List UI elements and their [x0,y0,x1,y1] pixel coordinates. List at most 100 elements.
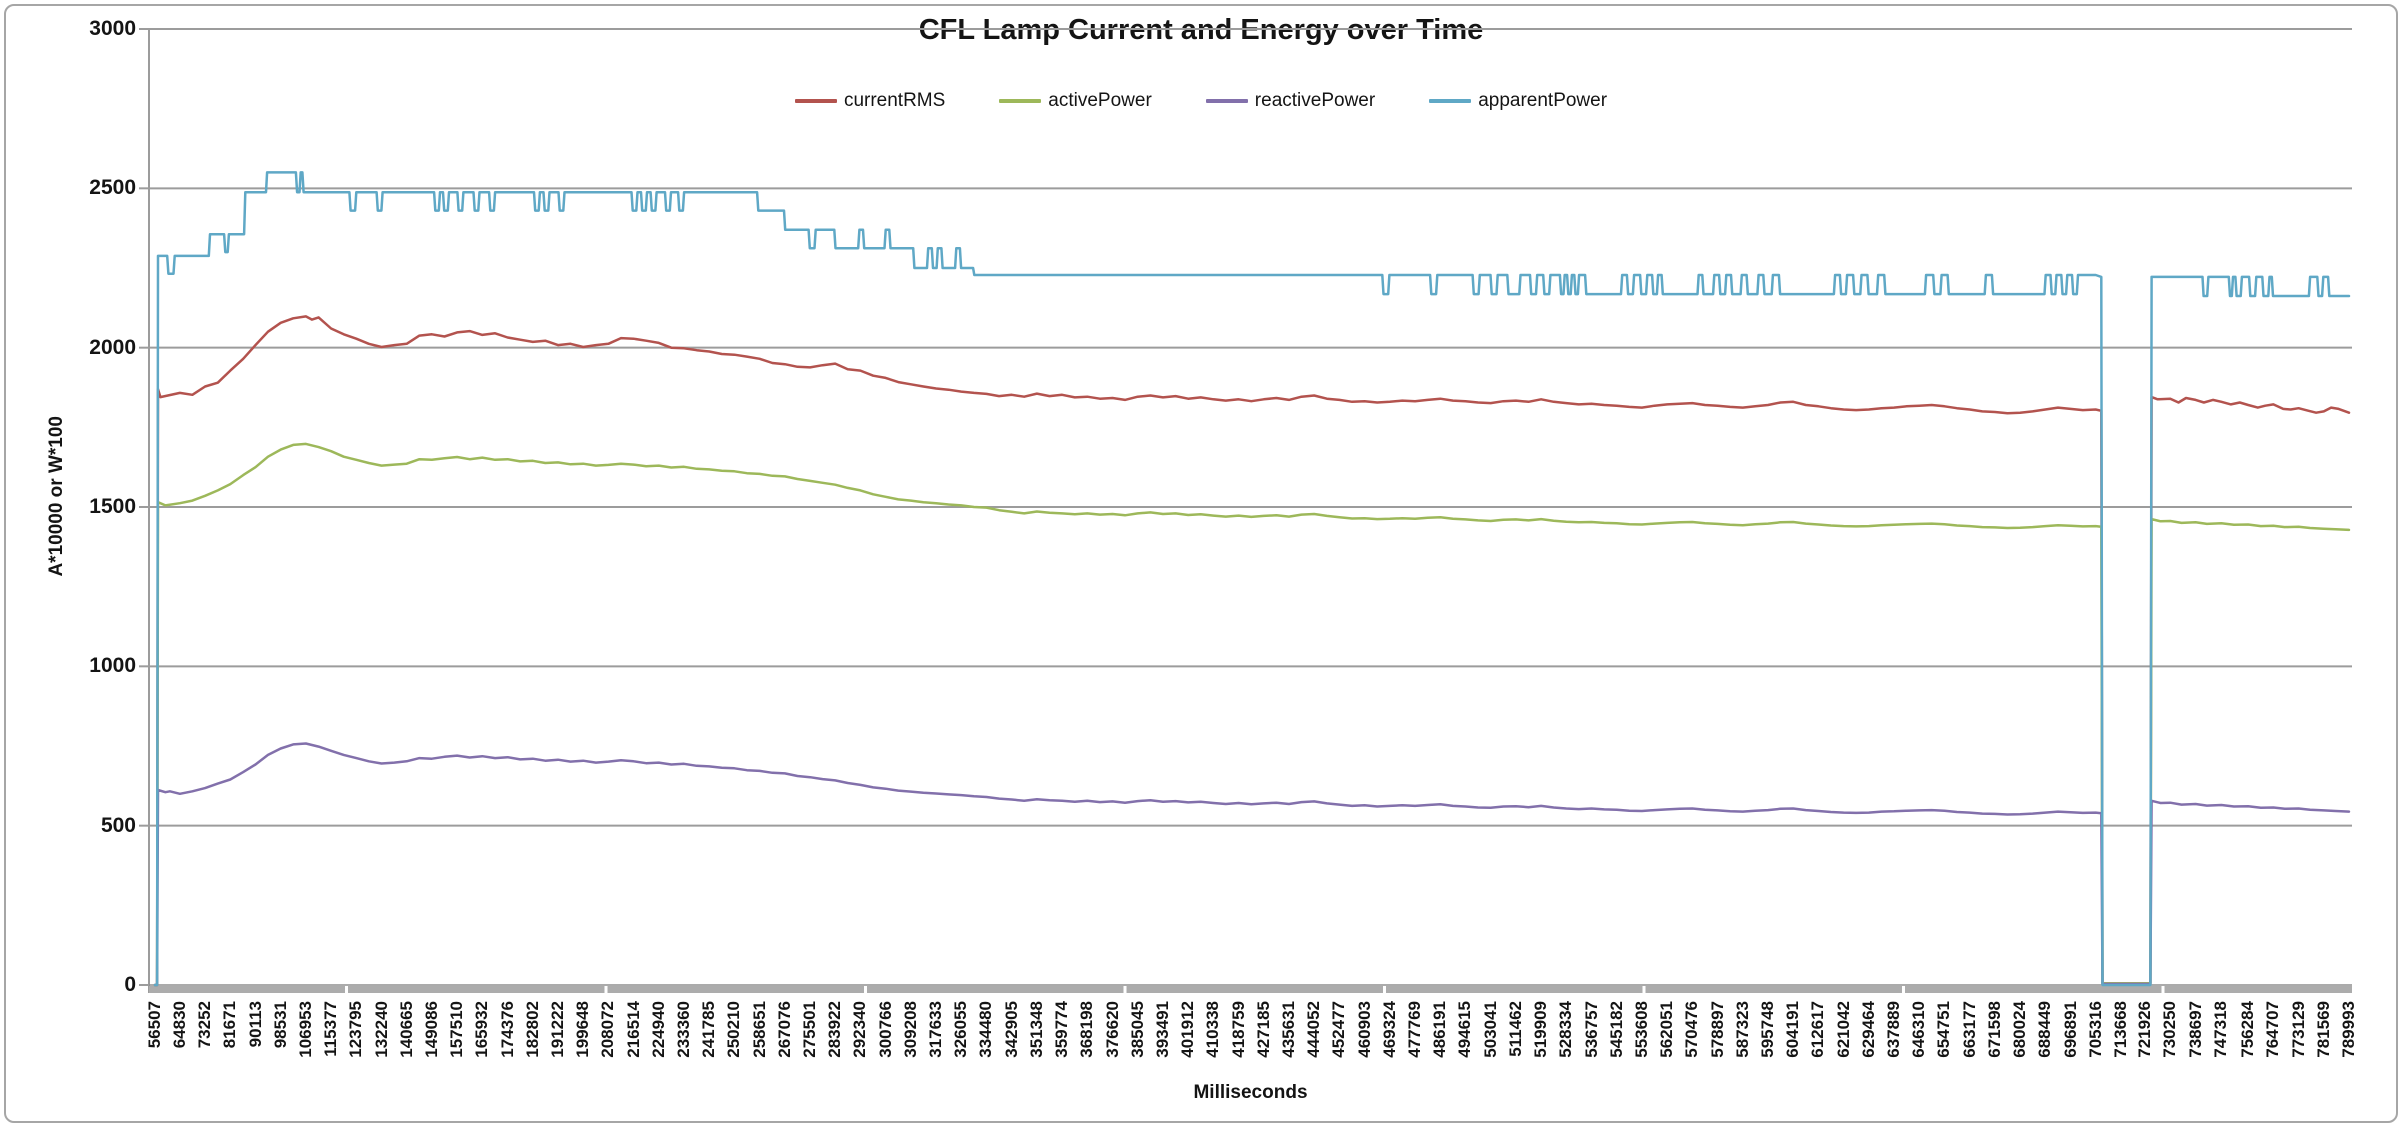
legend-line-swatch [999,99,1042,103]
x-tick-label: 368198 [1077,1001,1097,1058]
x-axis-tick-gap [1383,986,1386,993]
x-tick-label: 781569 [2313,1001,2333,1058]
x-tick-label: 595748 [1757,1001,1777,1058]
x-tick-label: 671598 [1984,1001,2004,1058]
x-tick-label: 115377 [321,1001,341,1057]
x-axis-tick-gap [604,986,608,993]
x-tick-label: 157510 [447,1001,467,1058]
x-tick-label: 300766 [875,1001,895,1058]
x-tick-label: 503041 [1480,1001,1500,1058]
x-tick-label: 106953 [295,1001,315,1058]
x-tick-label: 385045 [1127,1001,1147,1058]
x-tick-label: 680024 [2010,1001,2030,1058]
x-tick-label: 224940 [648,1001,668,1058]
x-tick-label: 326055 [951,1001,971,1058]
x-axis-tick-gap [2161,986,2165,993]
x-tick-label: 452477 [1329,1001,1349,1058]
legend-item-activePower: activePower [999,90,1152,112]
x-tick-label: 519909 [1531,1001,1551,1058]
x-tick-label: 562051 [1657,1001,1677,1058]
x-tick-label: 275501 [800,1001,820,1058]
x-tick-label: 64830 [169,1001,189,1049]
x-tick-label: 713668 [2110,1001,2130,1058]
legend-label: currentRMS [843,90,946,111]
y-tick-label: 500 [100,813,136,837]
x-tick-label: 393491 [1152,1001,1172,1058]
x-tick-label: 267076 [774,1001,794,1058]
x-axis-tick-gap [1642,986,1646,993]
x-tick-label: 123795 [346,1001,366,1058]
x-tick-label: 587323 [1732,1001,1752,1058]
x-tick-label: 90113 [245,1001,265,1048]
x-tick-label: 621042 [1833,1001,1853,1058]
x-tick-label: 773129 [2288,1001,2308,1058]
x-axis-tick-gap [864,986,867,993]
x-tick-label: 342905 [1001,1001,1021,1058]
legend-item-currentRMS: currentRMS [794,90,946,112]
x-tick-label: 309208 [900,1001,920,1058]
x-tick-label: 721926 [2135,1001,2155,1058]
x-tick-label: 216514 [623,1001,643,1058]
chart-border [4,4,2398,1123]
x-axis-tick-gap [1902,986,1905,993]
x-tick-label: 140665 [396,1001,416,1058]
x-tick-label: 199648 [573,1001,593,1058]
x-tick-label: 570476 [1682,1001,1702,1058]
x-axis-tick-gap [345,986,348,993]
x-axis-tick-gap [1123,986,1127,993]
x-tick-label: 444052 [1304,1001,1324,1058]
x-tick-label: 528334 [1556,1001,1576,1058]
x-tick-label: 132240 [371,1001,391,1058]
x-tick-label: 494615 [1455,1001,1475,1058]
x-axis-band [149,986,2352,993]
x-tick-label: 351348 [1026,1001,1046,1058]
x-tick-label: 663177 [1959,1001,1979,1058]
x-tick-label: 73252 [195,1001,215,1049]
x-tick-label: 545182 [1606,1001,1626,1058]
x-tick-label: 376620 [1102,1001,1122,1058]
x-tick-label: 578897 [1707,1001,1727,1058]
y-tick-label: 1000 [89,654,136,678]
legend-label: apparentPower [1478,90,1608,111]
x-tick-label: 612617 [1808,1001,1828,1058]
x-tick-label: 283922 [825,1001,845,1058]
x-tick-label: 250210 [724,1001,744,1058]
y-tick-label: 1500 [89,495,136,518]
x-tick-label: 747318 [2211,1001,2231,1058]
x-tick-label: 334480 [976,1001,996,1058]
y-tick-label: 3000 [89,17,136,40]
x-tick-label: 435631 [1279,1001,1299,1058]
x-tick-label: 292340 [850,1001,870,1058]
x-tick-label: 738697 [2185,1001,2205,1058]
x-tick-label: 427185 [1253,1001,1273,1058]
x-tick-label: 756284 [2238,1001,2258,1058]
x-tick-label: 418759 [1228,1001,1248,1058]
x-tick-label: 789993 [2339,1001,2358,1058]
x-tick-label: 460903 [1354,1001,1374,1058]
series-line-apparentPower [153,171,2351,987]
x-tick-label: 536757 [1581,1001,1601,1058]
legend-line-swatch [1205,99,1248,103]
x-tick-label: 56507 [145,1001,164,1049]
x-tick-label: 604191 [1783,1001,1803,1058]
x-tick-label: 241785 [699,1001,719,1058]
x-tick-label: 165932 [472,1001,492,1058]
x-tick-label: 696891 [2060,1001,2080,1058]
y-tick-label: 2500 [89,176,136,200]
series-line-activePower [153,442,2351,987]
x-tick-label: 688449 [2035,1001,2055,1058]
x-tick-label: 646310 [1909,1001,1929,1058]
x-tick-label: 730250 [2160,1001,2180,1058]
x-tick-label: 511462 [1505,1001,1525,1057]
legend: currentRMS activePower reactivePower app… [0,90,2402,112]
x-tick-label: 258651 [749,1001,769,1058]
x-tick-label: 98531 [270,1001,290,1049]
x-tick-label: 208072 [598,1001,618,1058]
x-tick-label: 654751 [1934,1001,1954,1058]
x-tick-label: 469324 [1379,1001,1399,1058]
x-tick-label: 81671 [220,1001,240,1049]
series-line-currentRMS [153,315,2351,987]
legend-label: reactivePower [1254,90,1376,111]
